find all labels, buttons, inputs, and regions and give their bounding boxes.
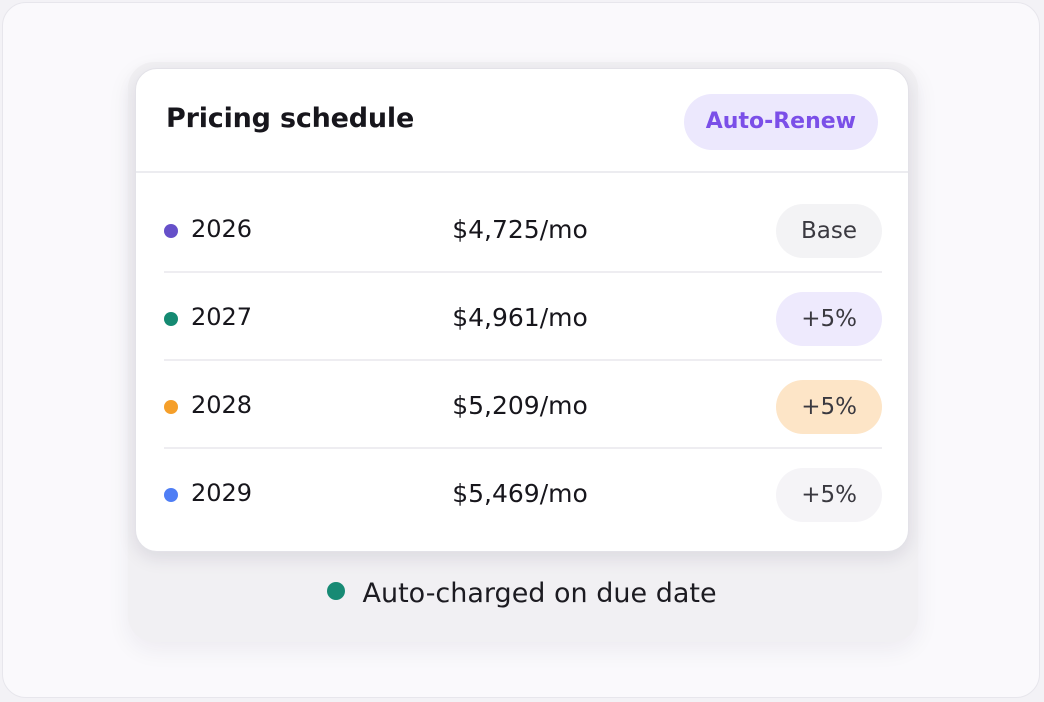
card-title: Pricing schedule [166,103,415,134]
auto-renew-badge[interactable]: Auto-Renew [683,94,878,150]
row-year: 2029 [191,479,253,507]
row-price: $4,725/mo [452,215,588,244]
row-year: 2026 [191,215,253,243]
schedule-row: 2026 $4,725/mo Base [164,185,882,273]
footer-note: Auto-charged on due date [0,578,1044,609]
status-dot [164,400,178,414]
status-dot [164,312,178,326]
schedule-row: 2029 $5,469/mo +5% [164,449,882,537]
row-price: $5,209/mo [452,391,588,420]
row-tag-pill: Base [775,204,882,258]
row-tag-pill: +5% [776,468,882,522]
card-header: Pricing schedule Auto-Renew [136,69,908,173]
pricing-schedule-card: Pricing schedule Auto-Renew 2026 $4,725/… [135,68,909,552]
schedule-list: 2026 $4,725/mo Base 2027 $4,961/mo +5% 2… [164,185,882,537]
status-dot [327,581,346,600]
row-tag-pill: +5% [776,292,882,346]
footer-note-text: Auto-charged on due date [362,578,717,609]
row-year: 2027 [191,303,253,331]
row-price: $5,469/mo [452,479,588,508]
schedule-row: 2027 $4,961/mo +5% [164,273,882,361]
row-price: $4,961/mo [452,303,588,332]
row-tag-pill: +5% [776,380,882,434]
status-dot [164,224,178,238]
row-year: 2028 [191,391,253,419]
schedule-row: 2028 $5,209/mo +5% [164,361,882,449]
status-dot [164,488,178,502]
